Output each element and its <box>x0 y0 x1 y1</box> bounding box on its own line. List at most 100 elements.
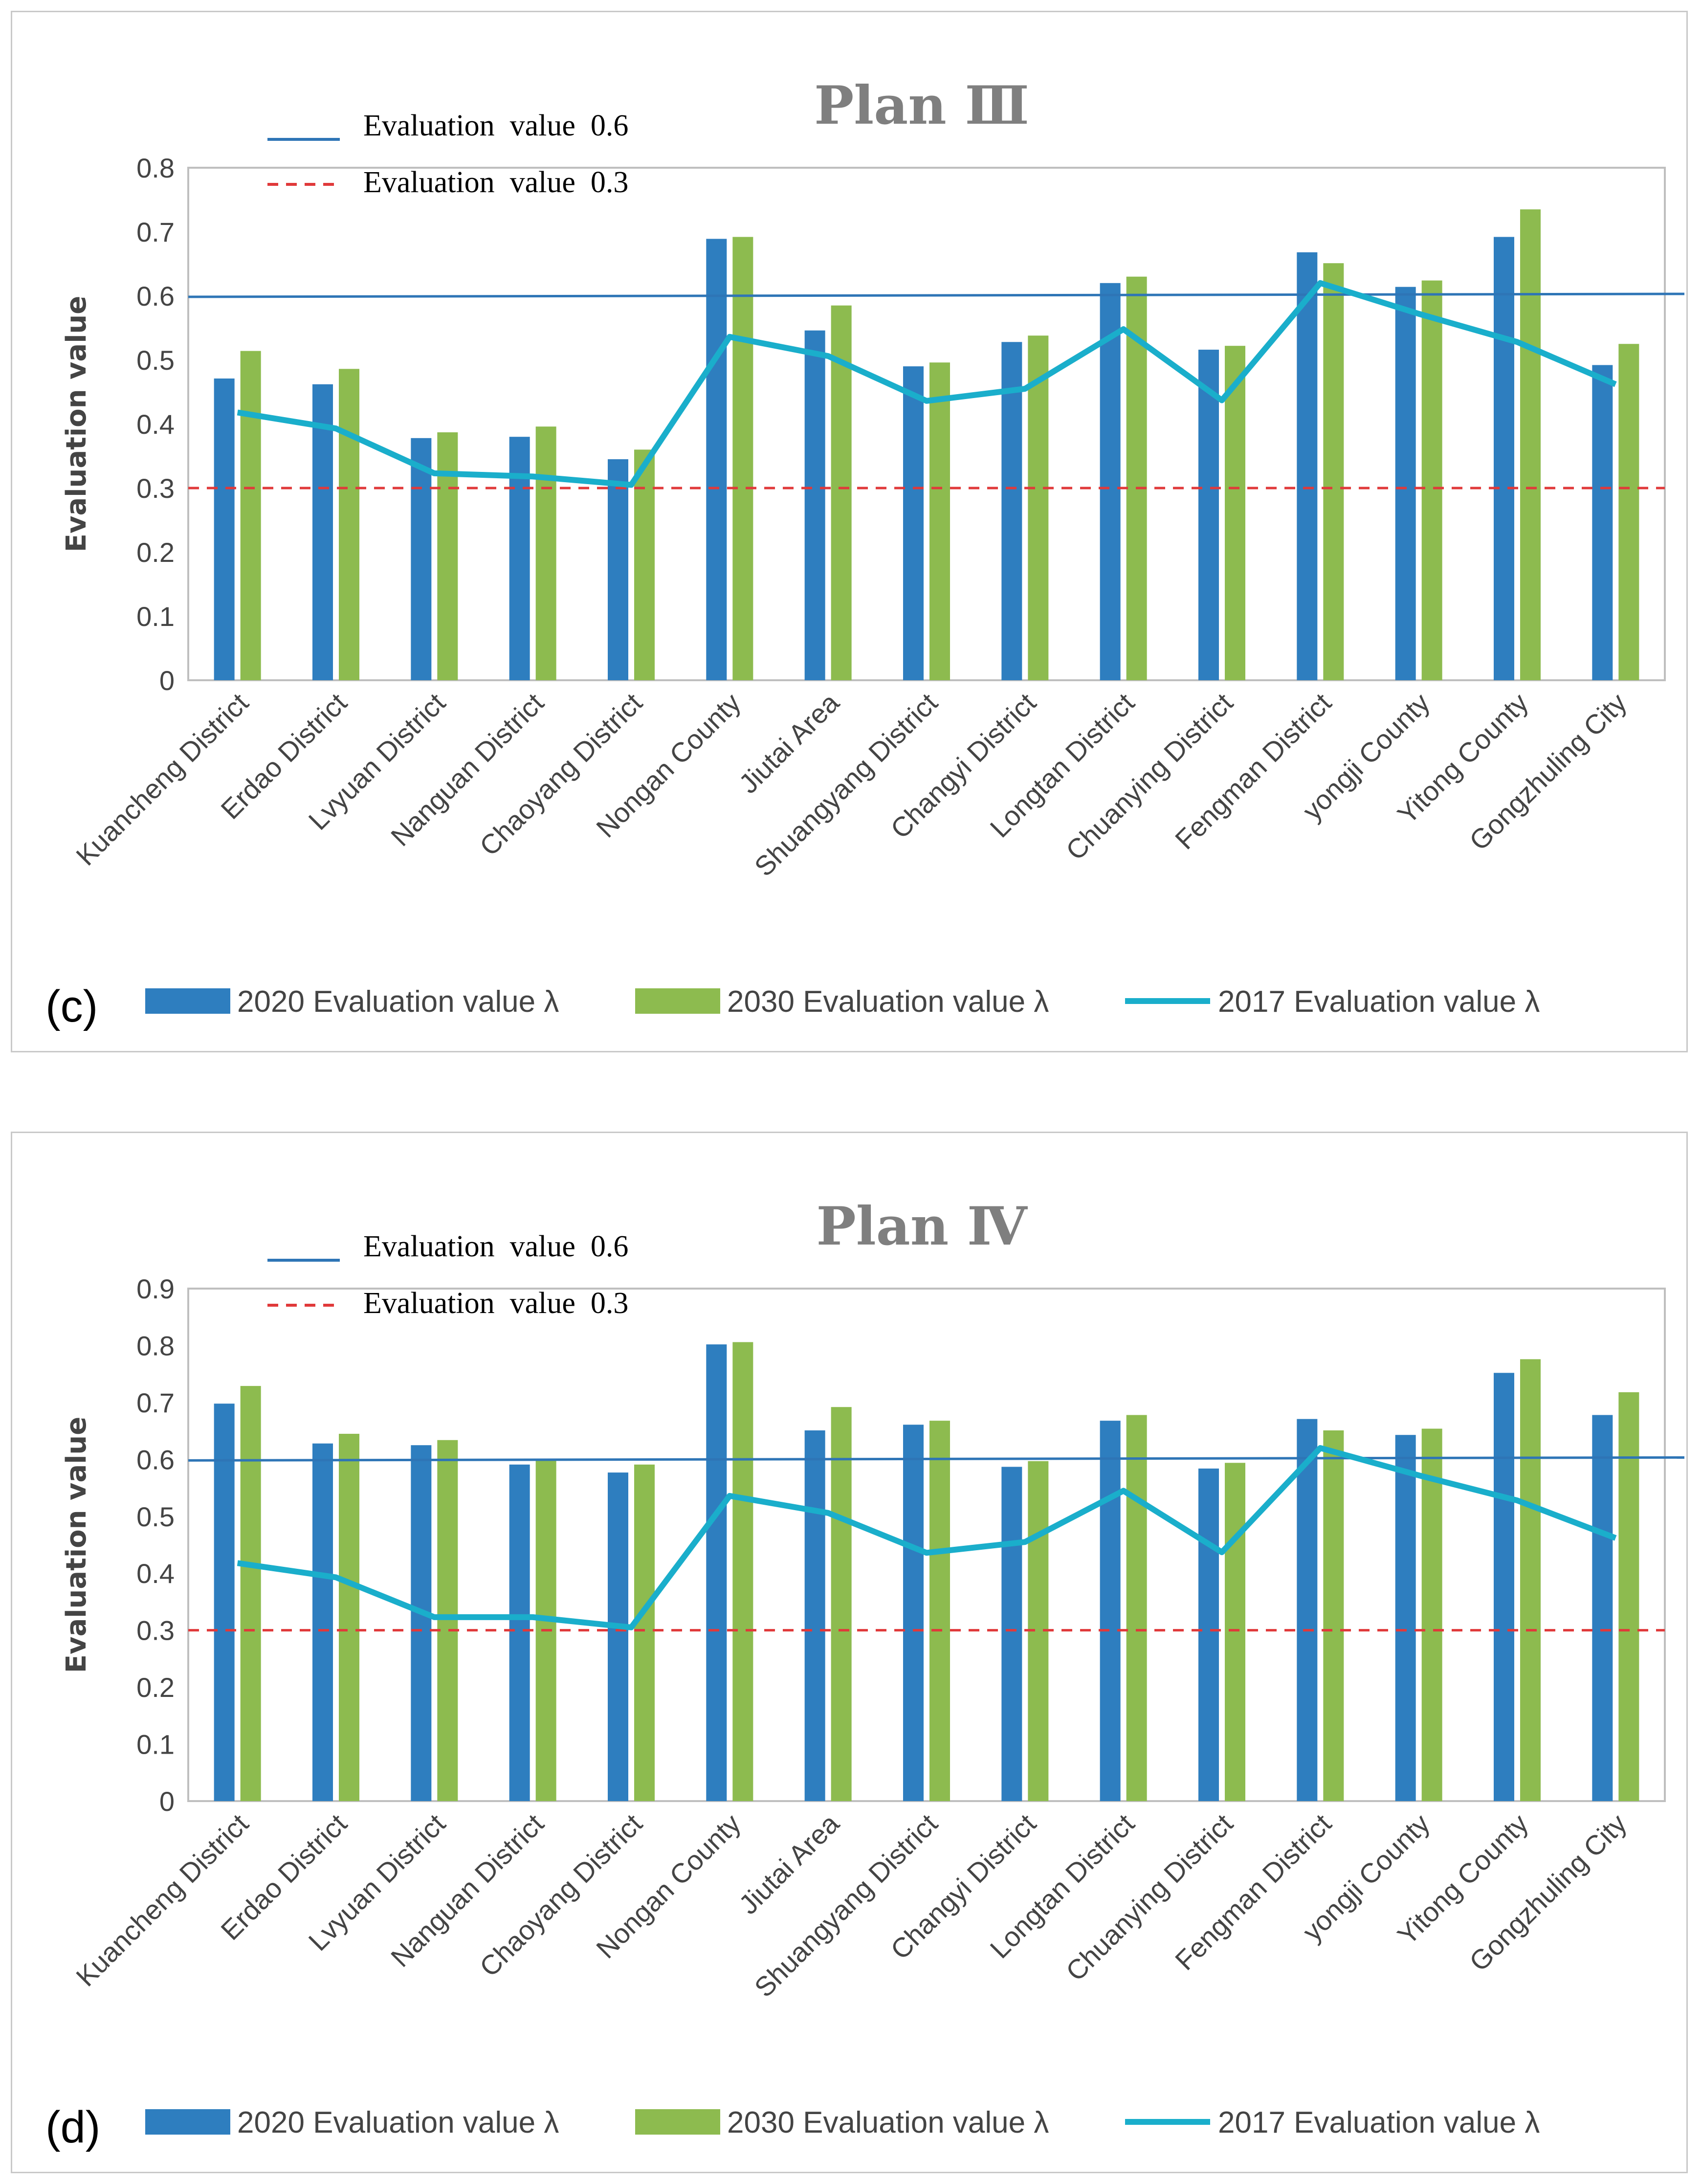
ref-legend-label-0-6: Evaluation value 0.6 <box>363 1230 628 1263</box>
y-tick-label: 0.6 <box>136 281 175 312</box>
legend-swatch-2030 <box>635 2109 720 2135</box>
bar-2020 <box>1494 237 1514 681</box>
bar-2020 <box>312 1443 333 1801</box>
x-category-label: Kuancheng District <box>70 687 254 871</box>
chart-title: Plan Ⅳ <box>817 1196 1028 1257</box>
bar-2030 <box>1323 1430 1344 1801</box>
y-tick-label: 0.4 <box>136 409 175 440</box>
bar-2020 <box>1001 1467 1022 1801</box>
reference-line-0-6 <box>188 1456 1685 1462</box>
bar-2030 <box>240 1386 261 1801</box>
y-tick-label: 0 <box>159 1786 175 1817</box>
bar-2030 <box>1618 1392 1639 1801</box>
y-tick-label: 0.7 <box>136 217 175 247</box>
bar-2020 <box>214 378 235 680</box>
bar-2030 <box>339 369 359 680</box>
y-tick-label: 0 <box>159 665 175 696</box>
legend-label-2030: 2030 Evaluation value λ <box>727 2106 1049 2139</box>
bar-2020 <box>1198 1468 1219 1801</box>
bar-2020 <box>1395 1435 1416 1801</box>
line-2017 <box>237 1445 1617 1630</box>
plot-area-frame <box>187 167 1666 681</box>
bar-2020 <box>1395 287 1416 680</box>
line-2017 <box>237 280 1617 488</box>
y-axis-label: Evaluation value <box>61 1417 92 1673</box>
x-category-label: Shuangyang District <box>749 1808 944 2003</box>
panel-label: (c) <box>45 981 98 1031</box>
bar-2030 <box>240 351 261 680</box>
reference-line-0-6 <box>188 292 1685 298</box>
legend-label-2030: 2030 Evaluation value λ <box>727 985 1049 1019</box>
legend-label-2020: 2020 Evaluation value λ <box>237 985 559 1019</box>
bar-2020 <box>214 1404 235 1801</box>
x-category-label: Chaoyang District <box>473 687 648 862</box>
y-tick-label: 0.2 <box>136 537 175 568</box>
bar-2030 <box>732 1342 753 1801</box>
bar-2020 <box>1100 283 1121 680</box>
plot-area-frame <box>187 1288 1666 1802</box>
bar-2030 <box>437 432 458 680</box>
ref-legend-label-0-3: Evaluation value 0.3 <box>363 166 628 199</box>
bar-2020 <box>411 438 432 680</box>
bar-2030 <box>437 1440 458 1801</box>
bar-2030 <box>535 426 556 680</box>
bar-2030 <box>929 362 950 680</box>
bar-2020 <box>1297 252 1318 680</box>
legend-label-2020: 2020 Evaluation value λ <box>237 2106 559 2139</box>
legend-swatch-2020 <box>145 988 230 1014</box>
bar-2030 <box>1323 263 1344 680</box>
bar-2020 <box>1001 342 1022 680</box>
bar-2030 <box>1421 280 1442 680</box>
bar-2030 <box>634 449 655 680</box>
ref-legend-label-0-3: Evaluation value 0.3 <box>363 1287 628 1320</box>
bar-2030 <box>831 1407 852 1801</box>
x-category-label: Shuangyang District <box>749 687 944 882</box>
y-tick-label: 0.1 <box>136 601 175 632</box>
chart-panel-d: 0 0.1 0.2 0.3 0.4 0.5 0.6 0.7 0.8 0.9 Evaluation v… <box>11 1132 1688 2173</box>
legend-label-2017: 2017 Evaluation value λ <box>1218 2106 1540 2139</box>
bar-2020 <box>608 1472 628 1801</box>
x-category-label: Chaoyang District <box>473 1808 648 1983</box>
legend-swatch-2030 <box>635 988 720 1014</box>
bar-2030 <box>1225 1463 1245 1801</box>
y-tick-label: 0.8 <box>136 153 175 183</box>
bar-2030 <box>339 1433 359 1801</box>
bar-2020 <box>411 1445 432 1801</box>
bar-2030 <box>1421 1428 1442 1801</box>
y-tick-label: 0.7 <box>136 1387 175 1418</box>
bar-2020 <box>706 1344 727 1801</box>
bar-2020 <box>1100 1421 1121 1801</box>
chart-svg-plan-iii: 0 0.1 0.2 0.3 0.4 0.5 0.6 0.7 0.8 Evaluation valu… <box>45 75 1685 1031</box>
bar-2030 <box>1520 1359 1541 1801</box>
y-tick-label: 0.5 <box>136 345 175 376</box>
bar-2020 <box>804 1430 825 1801</box>
panel-label: (d) <box>45 2102 100 2152</box>
y-tick-label: 0.3 <box>136 1615 175 1646</box>
bar-2030 <box>1225 346 1245 680</box>
chart-svg-plan-iv: 0 0.1 0.2 0.3 0.4 0.5 0.6 0.7 0.8 0.9 Evaluation v… <box>45 1196 1685 2152</box>
ref-legend-label-0-6: Evaluation value 0.6 <box>363 109 628 142</box>
bar-2020 <box>804 330 825 680</box>
y-axis-label: Evaluation value <box>61 296 92 553</box>
bar-2020 <box>1198 350 1219 680</box>
y-tick-label: 0.8 <box>136 1330 175 1361</box>
bar-2030 <box>1126 1415 1147 1801</box>
bar-2020 <box>312 384 333 680</box>
y-tick-label: 0.1 <box>136 1729 175 1760</box>
bar-2030 <box>1520 209 1541 680</box>
bar-2020 <box>1297 1419 1318 1801</box>
bar-2020 <box>1592 365 1613 680</box>
bar-2030 <box>929 1421 950 1801</box>
legend-swatch-2020 <box>145 2109 230 2135</box>
bar-2020 <box>1494 1373 1514 1801</box>
x-category-label: Chuanying District <box>1060 1808 1239 1987</box>
bar-2030 <box>634 1464 655 1801</box>
bar-2030 <box>732 237 753 681</box>
y-tick-label: 0.5 <box>136 1501 175 1532</box>
y-tick-label: 0.9 <box>136 1273 175 1304</box>
legend-label-2017: 2017 Evaluation value λ <box>1218 985 1540 1019</box>
bar-2020 <box>903 366 924 680</box>
bar-2030 <box>1028 335 1049 680</box>
bar-2020 <box>1592 1415 1613 1801</box>
bar-2030 <box>1618 344 1639 680</box>
